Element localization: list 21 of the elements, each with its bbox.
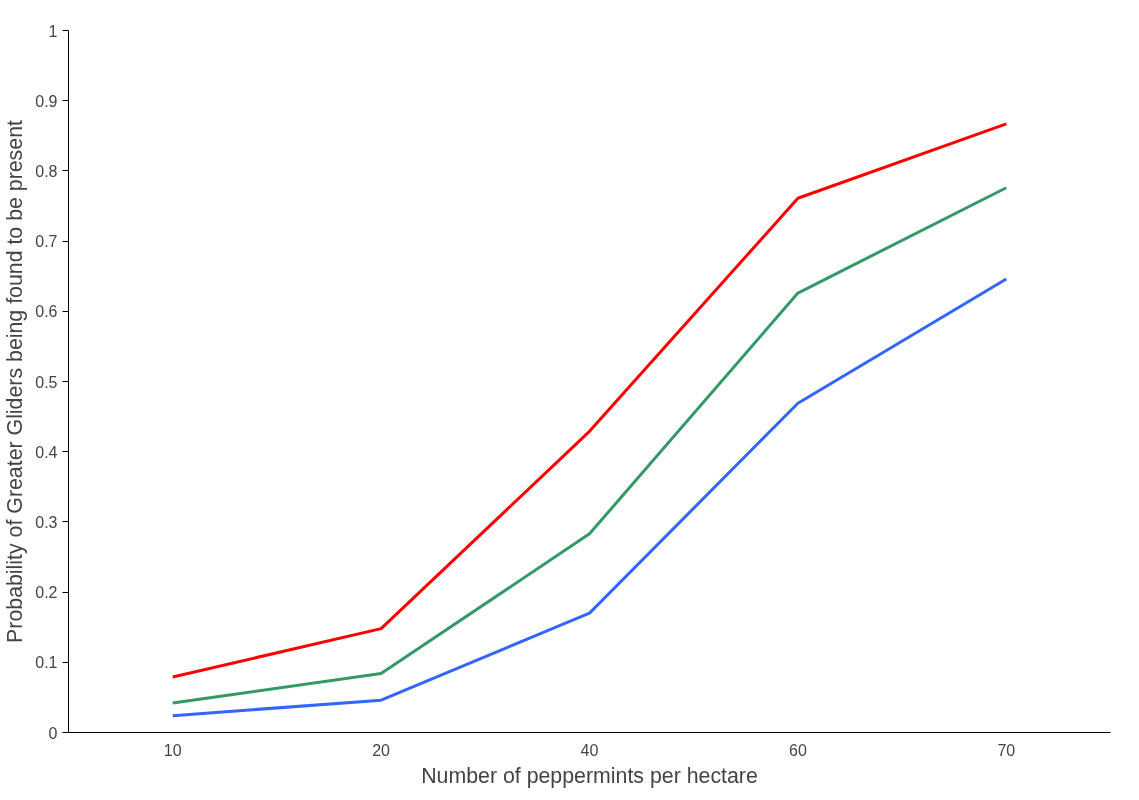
line-series: [171, 122, 1008, 679]
line-series: [171, 186, 1008, 705]
y-tick-label: 0.3: [35, 513, 58, 531]
y-tick-label: 0.9: [35, 92, 58, 110]
y-axis-title: Probability of Greater Gliders being found to be present: [3, 120, 28, 643]
y-tick-label: 0.2: [35, 584, 58, 602]
x-tick-label: 20: [372, 741, 391, 759]
y-tick-label: 0.1: [35, 654, 58, 672]
y-tick-label: 0.7: [35, 233, 58, 251]
x-tick-label: 70: [997, 741, 1016, 759]
x-tick-label: 10: [163, 741, 182, 759]
y-tick-label: 0: [48, 724, 58, 742]
x-axis-title: Number of peppermints per hectare: [421, 763, 758, 788]
x-tick-label: 40: [580, 741, 599, 759]
x-tick-label: 60: [789, 741, 807, 759]
y-tick-label: 0.4: [35, 443, 58, 461]
y-tick-label: 0.5: [35, 373, 58, 391]
y-tick-label: 0.6: [35, 303, 58, 321]
line-series: [171, 277, 1008, 718]
y-tick-label: 0.8: [35, 162, 58, 180]
y-tick-label: 1: [48, 22, 58, 40]
